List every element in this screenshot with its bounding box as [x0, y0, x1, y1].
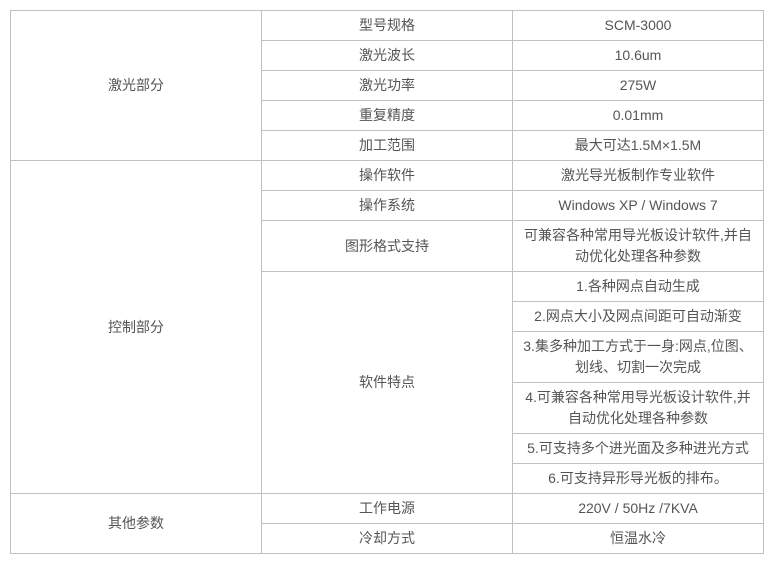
spec-value: 最大可达1.5M×1.5M [513, 131, 764, 161]
spec-label: 型号规格 [262, 11, 513, 41]
spec-value: Windows XP / Windows 7 [513, 191, 764, 221]
spec-label: 重复精度 [262, 101, 513, 131]
spec-label: 激光波长 [262, 41, 513, 71]
spec-value: 275W [513, 71, 764, 101]
table-row: 其他参数 工作电源 220V / 50Hz /7KVA [11, 494, 764, 524]
spec-label: 激光功率 [262, 71, 513, 101]
spec-label: 操作系统 [262, 191, 513, 221]
spec-value: 10.6um [513, 41, 764, 71]
section-header: 其他参数 [11, 494, 262, 554]
table-row: 激光部分 型号规格 SCM-3000 [11, 11, 764, 41]
section-header: 激光部分 [11, 11, 262, 161]
spec-label: 图形格式支持 [262, 221, 513, 272]
spec-value: 恒温水冷 [513, 524, 764, 554]
spec-label: 工作电源 [262, 494, 513, 524]
spec-value: 220V / 50Hz /7KVA [513, 494, 764, 524]
spec-table: 激光部分 型号规格 SCM-3000 激光波长 10.6um 激光功率 275W… [10, 10, 764, 554]
spec-value: 2.网点大小及网点间距可自动渐变 [513, 302, 764, 332]
spec-value: 3.集多种加工方式于一身:网点,位图、划线、切割一次完成 [513, 332, 764, 383]
spec-value: 可兼容各种常用导光板设计软件,并自动优化处理各种参数 [513, 221, 764, 272]
section-header: 控制部分 [11, 161, 262, 494]
spec-label: 软件特点 [262, 272, 513, 494]
spec-value: 1.各种网点自动生成 [513, 272, 764, 302]
spec-value: 激光导光板制作专业软件 [513, 161, 764, 191]
spec-value: 0.01mm [513, 101, 764, 131]
spec-value: 5.可支持多个进光面及多种进光方式 [513, 434, 764, 464]
spec-value: SCM-3000 [513, 11, 764, 41]
spec-label: 冷却方式 [262, 524, 513, 554]
spec-label: 操作软件 [262, 161, 513, 191]
spec-value: 6.可支持异形导光板的排布。 [513, 464, 764, 494]
table-row: 控制部分 操作软件 激光导光板制作专业软件 [11, 161, 764, 191]
spec-label: 加工范围 [262, 131, 513, 161]
spec-value: 4.可兼容各种常用导光板设计软件,并自动优化处理各种参数 [513, 383, 764, 434]
